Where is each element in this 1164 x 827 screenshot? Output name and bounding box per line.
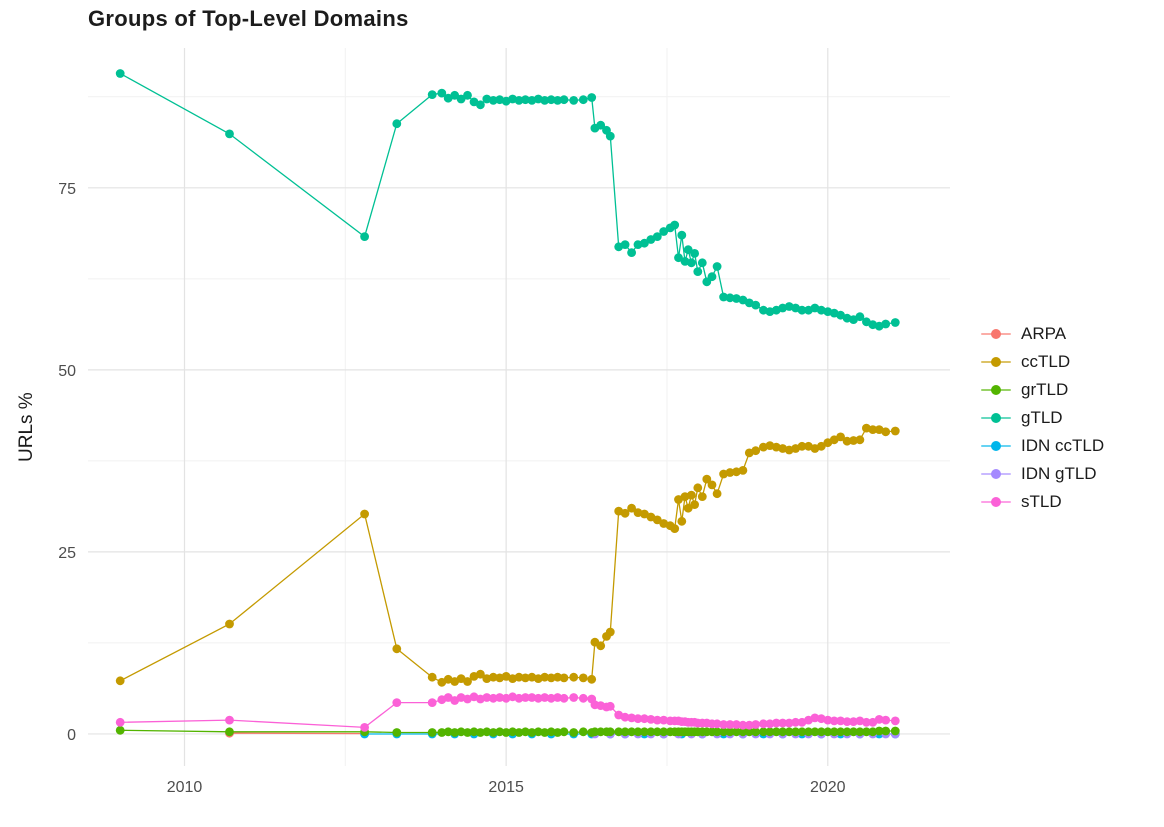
legend-key-icon [981, 495, 1011, 509]
svg-text:0: 0 [67, 727, 76, 744]
legend-key-icon [981, 411, 1011, 425]
legend-item-label: ARPA [1021, 324, 1067, 343]
legend-item-arpa: ARPA [981, 320, 1104, 348]
legend-item-stld: sTLD [981, 488, 1104, 516]
legend-key-icon [981, 383, 1011, 397]
svg-text:50: 50 [58, 363, 76, 380]
legend: ARPA ccTLD grTLD gTLD IDN ccTLD IDN gTLD sTLD [981, 320, 1104, 516]
svg-text:25: 25 [58, 545, 76, 562]
legend-item-label: ccTLD [1021, 352, 1071, 371]
legend-item-label: IDN ccTLD [1021, 436, 1105, 455]
svg-text:75: 75 [58, 181, 76, 198]
legend-item-label: sTLD [1021, 492, 1062, 511]
svg-text:2010: 2010 [167, 779, 203, 796]
legend-item-label: grTLD [1021, 380, 1069, 399]
legend-key-icon [981, 327, 1011, 341]
legend-item-idn-cctld: IDN ccTLD [981, 432, 1104, 460]
legend-item-cctld: ccTLD [981, 348, 1104, 376]
chart-title: Groups of Top-Level Domains [88, 6, 409, 31]
legend-key-icon [981, 355, 1011, 369]
legend-item-idn-gtld: IDN gTLD [981, 460, 1104, 488]
legend-key-icon [981, 467, 1011, 481]
legend-item-label: gTLD [1021, 408, 1063, 427]
legend-item-gtld: gTLD [981, 404, 1104, 432]
svg-text:2015: 2015 [488, 779, 524, 796]
legend-item-grtld: grTLD [981, 376, 1104, 404]
legend-key-icon [981, 439, 1011, 453]
legend-item-label: IDN gTLD [1021, 464, 1097, 483]
svg-text:2020: 2020 [810, 779, 846, 796]
